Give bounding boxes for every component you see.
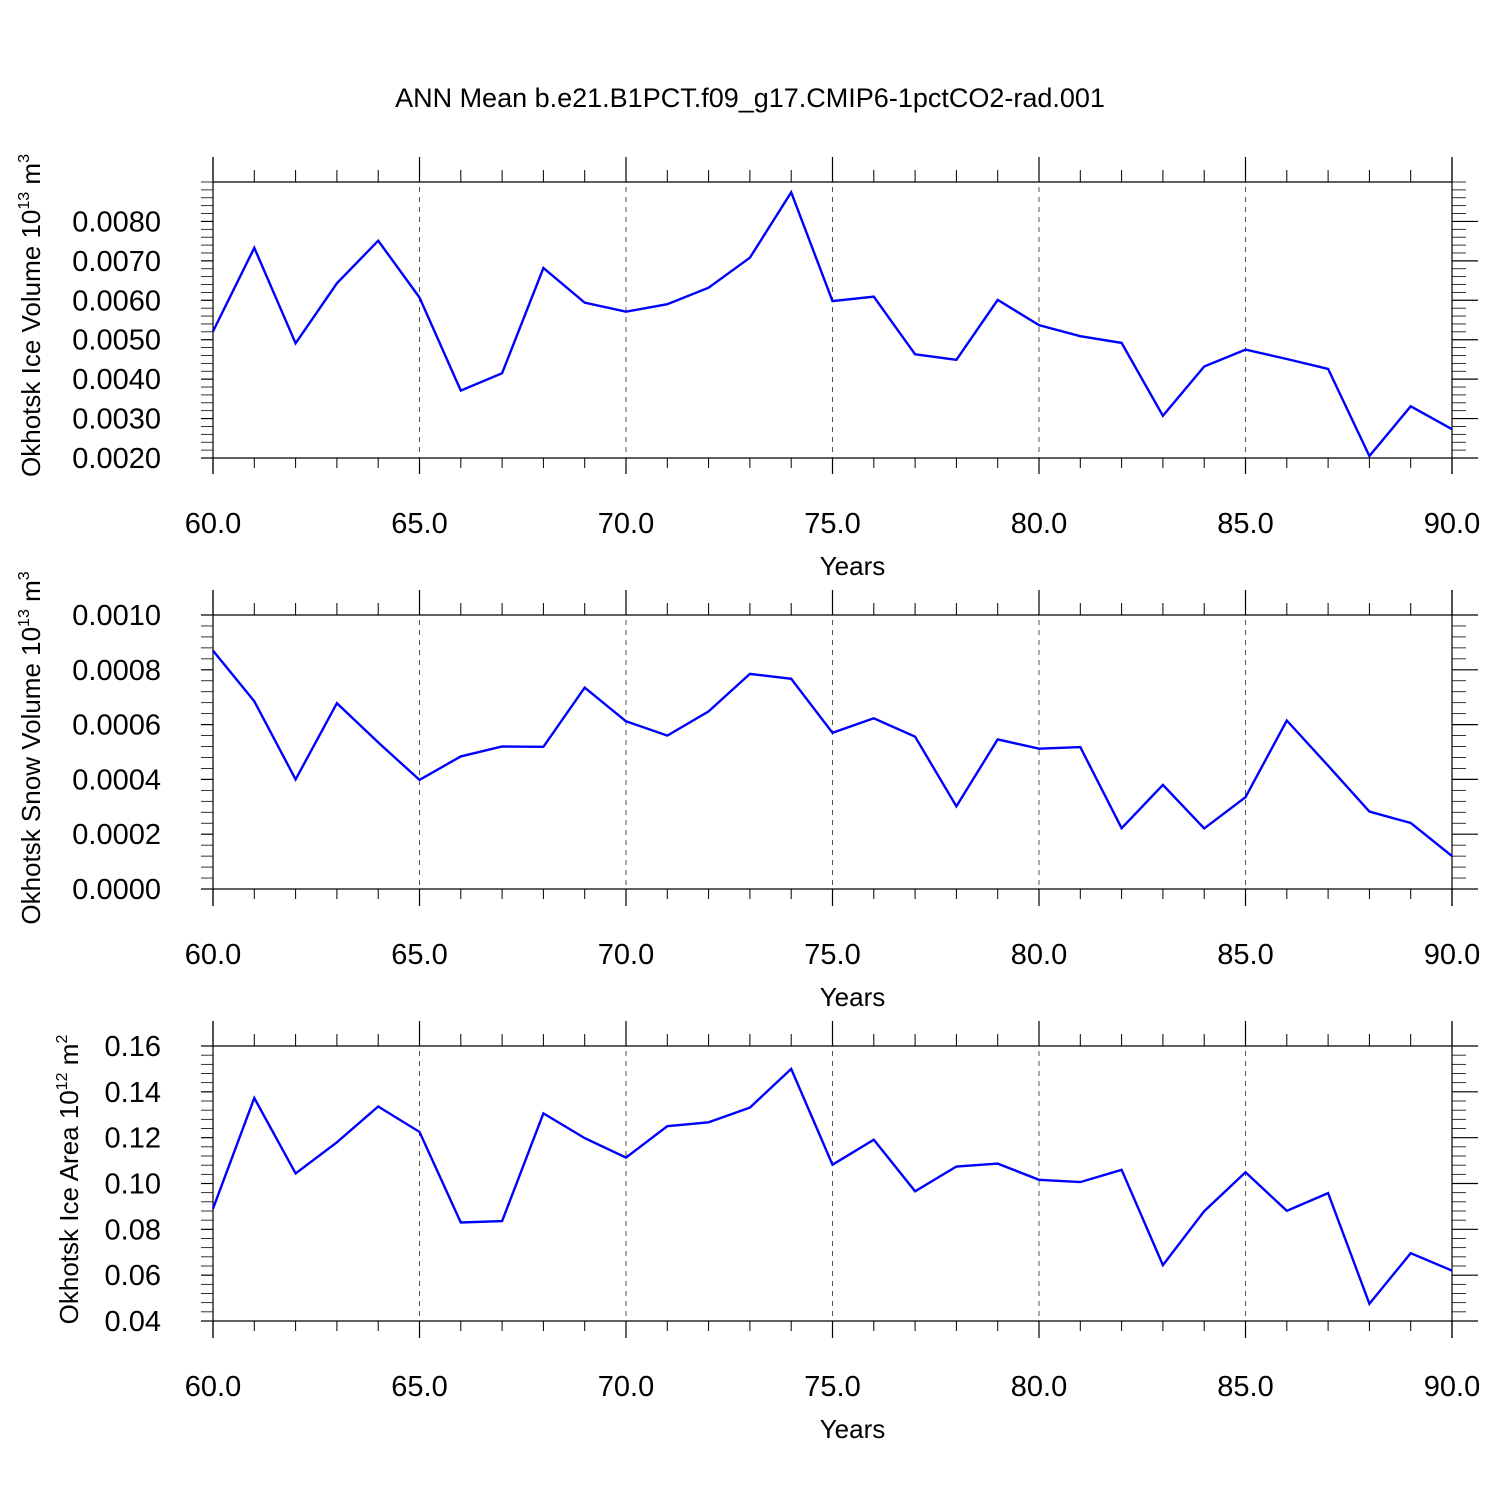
x-tick-label: 65.0 [391,508,447,540]
y-label-exponent: 13 [16,192,33,210]
y-tick-label: 0.0004 [72,764,161,796]
x-axis-label: Years [820,551,886,581]
y-label-exponent: 13 [16,609,33,627]
x-tick-label: 90.0 [1424,1371,1480,1403]
y-label-unit: m [54,1044,84,1073]
series-line [212,649,1453,858]
y-tick-label: 0.16 [105,1031,161,1063]
y-tick-label: 0.14 [105,1077,161,1109]
y-axis-label: Okhotsk Ice Volume 1013 m3 [16,154,46,477]
x-tick-label: 70.0 [598,939,654,971]
y-tick-label: 0.08 [105,1214,161,1246]
x-tick-label: 75.0 [804,939,860,971]
x-tick-label: 80.0 [1011,508,1067,540]
series-line [211,1066,1453,1307]
x-tick-label: 80.0 [1011,1371,1067,1403]
x-axis-label: Years [820,982,886,1012]
x-tick-label: 70.0 [598,1371,654,1403]
y-tick-label: 0.0070 [72,246,161,278]
y-tick-label: 0.0040 [72,364,161,396]
y-tick-label: 0.0020 [72,443,161,475]
x-tick-label: 90.0 [1424,508,1480,540]
y-tick-label: 0.04 [105,1306,161,1338]
x-tick-label: 60.0 [185,939,241,971]
x-tick-label: 60.0 [185,1371,241,1403]
y-axis-label: Okhotsk Ice Area 1012 m2 [54,1035,84,1325]
y-label-exponent: 12 [54,1072,71,1090]
y-tick-label: 0.06 [105,1260,161,1292]
y-tick-label: 0.0080 [72,206,161,238]
y-tick-label: 0.0000 [72,874,161,906]
y-tick-label: 0.0008 [72,655,161,687]
x-axis-label: Years [820,1414,886,1444]
panel-1: 60.0 65.0 70.0 75.0 80.0 85.0 90.0 0.0020 0.0030… [16,154,1480,581]
panel-3: 60.0 65.0 70.0 75.0 80.0 85.0 90.0 0.04 0.06 0.08… [54,1021,1480,1444]
x-tick-label: 65.0 [391,1371,447,1403]
series-line [211,189,1453,459]
x-tick-label: 80.0 [1011,939,1067,971]
y-tick-label: 0.12 [105,1123,161,1155]
y-label-unit: m [16,163,46,192]
x-tick-label: 75.0 [804,508,860,540]
chart-title: ANN Mean b.e21.B1PCT.f09_g17.CMIP6-1pctC… [395,83,1105,113]
x-tick-label: 75.0 [804,1371,860,1403]
x-tick-label: 85.0 [1217,1371,1273,1403]
y-label-main: Okhotsk Ice Area 10 [54,1090,84,1324]
x-tick-label: 60.0 [185,508,241,540]
y-tick-label: 0.0050 [72,325,161,357]
y-label-main: Okhotsk Ice Volume 10 [16,210,46,477]
y-tick-label: 0.0030 [72,404,161,436]
y-tick-label: 0.10 [105,1169,161,1201]
x-tick-label: 70.0 [598,508,654,540]
x-tick-label: 65.0 [391,939,447,971]
panel-2: 60.0 65.0 70.0 75.0 80.0 85.0 90.0 0.0000 0.0002… [16,571,1480,1012]
y-label-unit-exponent: 3 [16,154,33,163]
y-tick-label: 0.0002 [72,819,161,851]
y-label-unit-exponent: 2 [54,1035,71,1044]
y-tick-label: 0.0006 [72,710,161,742]
y-label-main: Okhotsk Snow Volume 10 [16,627,46,925]
y-axis-label: Okhotsk Snow Volume 1013 m3 [16,571,46,924]
x-tick-label: 85.0 [1217,508,1273,540]
y-label-unit: m [16,580,46,609]
y-tick-label: 0.0060 [72,285,161,317]
y-label-unit-exponent: 3 [16,571,33,580]
x-tick-label: 90.0 [1424,939,1480,971]
x-tick-label: 85.0 [1217,939,1273,971]
y-tick-label: 0.0010 [72,600,161,632]
